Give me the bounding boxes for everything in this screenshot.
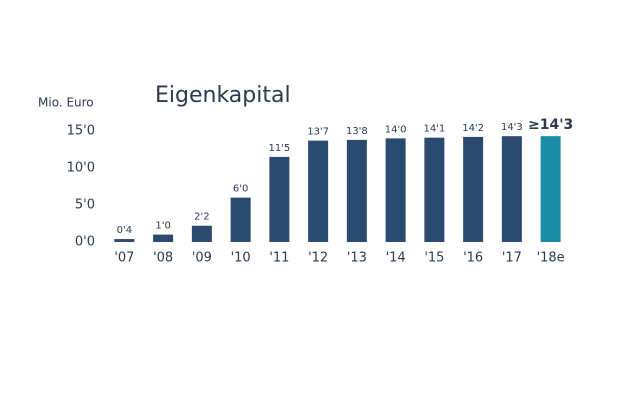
y-tick-label: 5'0 xyxy=(75,198,95,213)
bar xyxy=(191,225,212,242)
bar xyxy=(346,139,367,242)
bar xyxy=(230,197,251,242)
x-tick-label: '17 xyxy=(502,251,522,266)
x-tick-label: '14 xyxy=(386,251,406,266)
value-label: 13'7 xyxy=(307,127,329,138)
bar xyxy=(540,136,561,242)
x-tick-label: '07 xyxy=(114,251,134,266)
value-label: 1'0 xyxy=(155,221,170,232)
bar xyxy=(153,234,174,242)
value-label: 11'5 xyxy=(268,143,290,154)
x-tick-label: '11 xyxy=(269,251,289,266)
y-tick-label: 0'0 xyxy=(75,235,95,250)
y-tick-label: 10'0 xyxy=(67,161,95,176)
x-tick-label: '08 xyxy=(153,251,173,266)
x-tick-label: '16 xyxy=(463,251,483,266)
x-tick-label: '15 xyxy=(424,251,444,266)
bar xyxy=(424,137,445,242)
x-tick-label: '10 xyxy=(231,251,251,266)
bar xyxy=(269,156,290,242)
value-label: 14'3 xyxy=(501,122,523,133)
x-tick-label: '13 xyxy=(347,251,367,266)
bar xyxy=(308,140,329,242)
value-label: 6'0 xyxy=(233,184,248,195)
y-axis-label: Mio. Euro xyxy=(38,96,94,110)
x-tick-label: '18e xyxy=(537,251,565,266)
x-tick-label: '09 xyxy=(192,251,212,266)
value-label: 14'0 xyxy=(385,124,407,135)
value-label: ≥14'3 xyxy=(528,117,573,133)
value-label: 14'2 xyxy=(462,123,484,134)
bar xyxy=(114,239,135,242)
bar xyxy=(385,138,406,242)
bar xyxy=(501,136,522,242)
x-tick-label: '12 xyxy=(308,251,328,266)
chart-title: Eigenkapital xyxy=(155,83,291,108)
bar xyxy=(463,136,484,242)
value-label: 14'1 xyxy=(423,124,445,135)
value-label: 0'4 xyxy=(117,225,132,236)
y-tick-label: 15'0 xyxy=(67,124,95,139)
value-label: 13'8 xyxy=(346,126,368,137)
value-label: 2'2 xyxy=(194,212,209,223)
